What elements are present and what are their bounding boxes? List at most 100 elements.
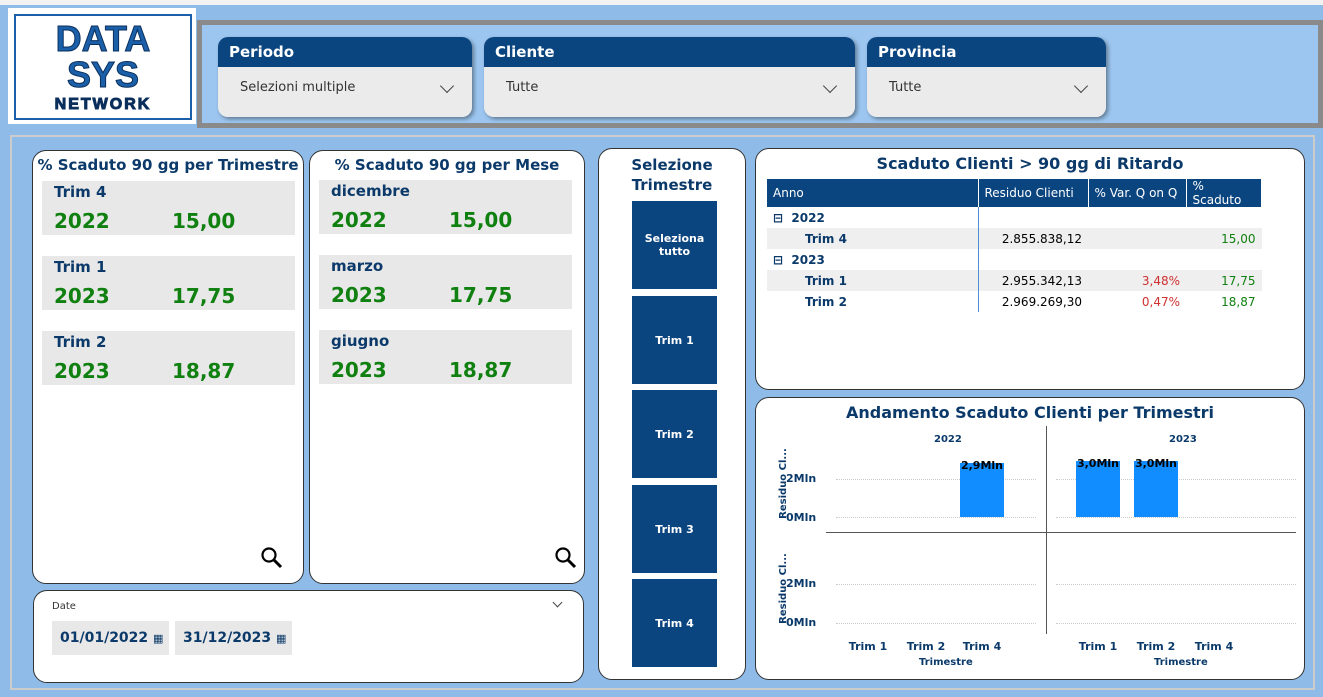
logo-text: SYS	[66, 54, 140, 96]
magnifier-icon[interactable]	[555, 547, 577, 569]
selezione-trimestre-panel: Selezione Trimestre Seleziona tutto Trim…	[598, 148, 746, 680]
cliente-slicer[interactable]: Cliente Tutte	[484, 37, 855, 117]
table-row: Trim 2 2.969.269,30 0,47% 18,87	[767, 291, 1262, 312]
kpi-value: 17,75	[172, 284, 236, 308]
kpi-value: 15,00	[172, 209, 236, 233]
kpi-value: 18,87	[172, 359, 236, 383]
trim4-button[interactable]: Trim 4	[631, 578, 718, 668]
y-tick: 2Mln	[786, 577, 817, 590]
row-label: Trim 4	[767, 228, 979, 249]
y-tick: 2Mln	[786, 472, 817, 485]
scaduto-cell: 17,75	[1221, 273, 1256, 288]
chevron-down-icon[interactable]	[822, 78, 838, 94]
gridline	[1056, 623, 1296, 624]
card-title: % Scaduto 90 gg per Trimestre	[37, 156, 299, 174]
bar[interactable]	[1076, 460, 1120, 517]
slicer-value: Selezioni multiple	[240, 80, 356, 95]
card-scaduto-trimestre: % Scaduto 90 gg per Trimestre Trim 4 2022…	[32, 150, 304, 584]
filter-bar: Periodo Selezioni multiple Cliente Tutte…	[197, 20, 1323, 128]
magnifier-icon[interactable]	[261, 547, 283, 569]
panel-label: 2023	[1169, 434, 1197, 445]
select-all-button[interactable]: Seleziona tutto	[631, 200, 718, 290]
gridline	[836, 479, 1036, 480]
logo-text: DATA	[55, 18, 151, 60]
col-header[interactable]: Anno	[767, 179, 979, 207]
end-date-value: 31/12/2023	[183, 630, 272, 646]
residuo-cell: 2.855.838,12	[1001, 231, 1082, 246]
logo-text: NETWORK	[54, 96, 152, 114]
panel-label: 2022	[934, 434, 962, 445]
slicer-title: Periodo	[218, 37, 472, 67]
slicer-value: Tutte	[506, 80, 539, 95]
kpi-label: Trim 4	[54, 183, 107, 201]
x-tick: Trim 2	[1136, 640, 1176, 653]
chevron-down-icon[interactable]	[1073, 78, 1089, 94]
x-tick: Trim 4	[962, 640, 1002, 653]
calendar-icon[interactable]: ▦	[153, 632, 164, 645]
kpi-label: giugno	[331, 332, 390, 350]
col-header[interactable]: Residuo Clienti	[978, 179, 1089, 207]
collapse-icon[interactable]: ⊟	[773, 210, 784, 225]
table-title: Scaduto Clienti > 90 gg di Ritardo	[876, 154, 1184, 173]
residuo-cell: 2.955.342,13	[1001, 273, 1082, 288]
year-label: 2022	[791, 210, 825, 225]
kpi-year: 2023	[54, 284, 110, 308]
start-date-value: 01/01/2022	[60, 630, 149, 646]
bar[interactable]	[960, 462, 1004, 517]
x-axis-title: Trimestre	[919, 657, 973, 668]
x-axis-title: Trimestre	[1154, 657, 1208, 668]
col-header[interactable]: % Scaduto	[1186, 179, 1262, 207]
kpi-value: 17,75	[449, 283, 513, 307]
date-slicer: Date 01/01/2022 ▦ 31/12/2023 ▦	[33, 590, 584, 683]
gridline	[836, 517, 1036, 518]
x-tick: Trim 1	[1078, 640, 1118, 653]
top-strip	[0, 0, 1323, 5]
table-row: Trim 1 2.955.342,13 3,48% 17,75	[767, 270, 1262, 291]
x-tick: Trim 1	[848, 640, 888, 653]
var-cell: 0,47%	[1141, 294, 1180, 309]
kpi-item[interactable]: dicembre 2022 15,00	[319, 180, 572, 234]
kpi-item[interactable]: Trim 4 2022 15,00	[42, 181, 295, 235]
row-label: Trim 1	[767, 270, 979, 291]
table-row: ⊟ 2023	[767, 249, 1262, 270]
bar[interactable]	[1134, 460, 1178, 517]
data-label: 3,0Mln	[1134, 456, 1178, 470]
kpi-label: Trim 1	[54, 258, 107, 276]
chart-title: Andamento Scaduto Clienti per Trimestri	[845, 403, 1215, 422]
x-tick: Trim 2	[906, 640, 946, 653]
data-label: 3,0Mln	[1076, 456, 1120, 470]
chevron-down-icon[interactable]	[552, 597, 563, 608]
kpi-year: 2023	[331, 283, 387, 307]
col-header[interactable]: % Var. Q on Q	[1088, 179, 1187, 207]
end-date-input[interactable]: 31/12/2023 ▦	[175, 621, 292, 655]
gridline	[1056, 584, 1296, 585]
collapse-icon[interactable]: ⊟	[773, 252, 784, 267]
provincia-slicer[interactable]: Provincia Tutte	[867, 37, 1106, 117]
start-date-input[interactable]: 01/01/2022 ▦	[52, 621, 169, 655]
trim3-button[interactable]: Trim 3	[631, 484, 718, 574]
calendar-icon[interactable]: ▦	[276, 632, 287, 645]
trim2-button[interactable]: Trim 2	[631, 389, 718, 479]
periodo-slicer[interactable]: Periodo Selezioni multiple	[218, 37, 472, 117]
residuo-cell: 2.969.269,30	[1001, 294, 1082, 309]
var-cell	[1088, 228, 1186, 249]
gridline	[836, 584, 1036, 585]
trim1-button[interactable]: Trim 1	[631, 295, 718, 385]
kpi-item[interactable]: Trim 2 2023 18,87	[42, 331, 295, 385]
slicer-title: Cliente	[484, 37, 855, 67]
table-row: ⊟ 2022	[767, 207, 1262, 228]
scaduto-table: Anno Residuo Clienti% Var. Q on Q% Scadut…	[767, 179, 1262, 312]
y-tick: 0Mln	[786, 511, 817, 524]
kpi-item[interactable]: marzo 2023 17,75	[319, 255, 572, 309]
kpi-label: marzo	[331, 257, 384, 275]
chevron-down-icon[interactable]	[439, 78, 455, 94]
axis-divider	[1046, 426, 1047, 634]
kpi-year: 2023	[54, 359, 110, 383]
row-label: Trim 2	[767, 291, 979, 312]
kpi-item[interactable]: giugno 2023 18,87	[319, 330, 572, 384]
scaduto-cell: 15,00	[1221, 231, 1256, 246]
kpi-year: 2023	[331, 358, 387, 382]
kpi-label: dicembre	[331, 182, 410, 200]
kpi-item[interactable]: Trim 1 2023 17,75	[42, 256, 295, 310]
panel-title: Selezione Trimestre	[631, 156, 713, 194]
